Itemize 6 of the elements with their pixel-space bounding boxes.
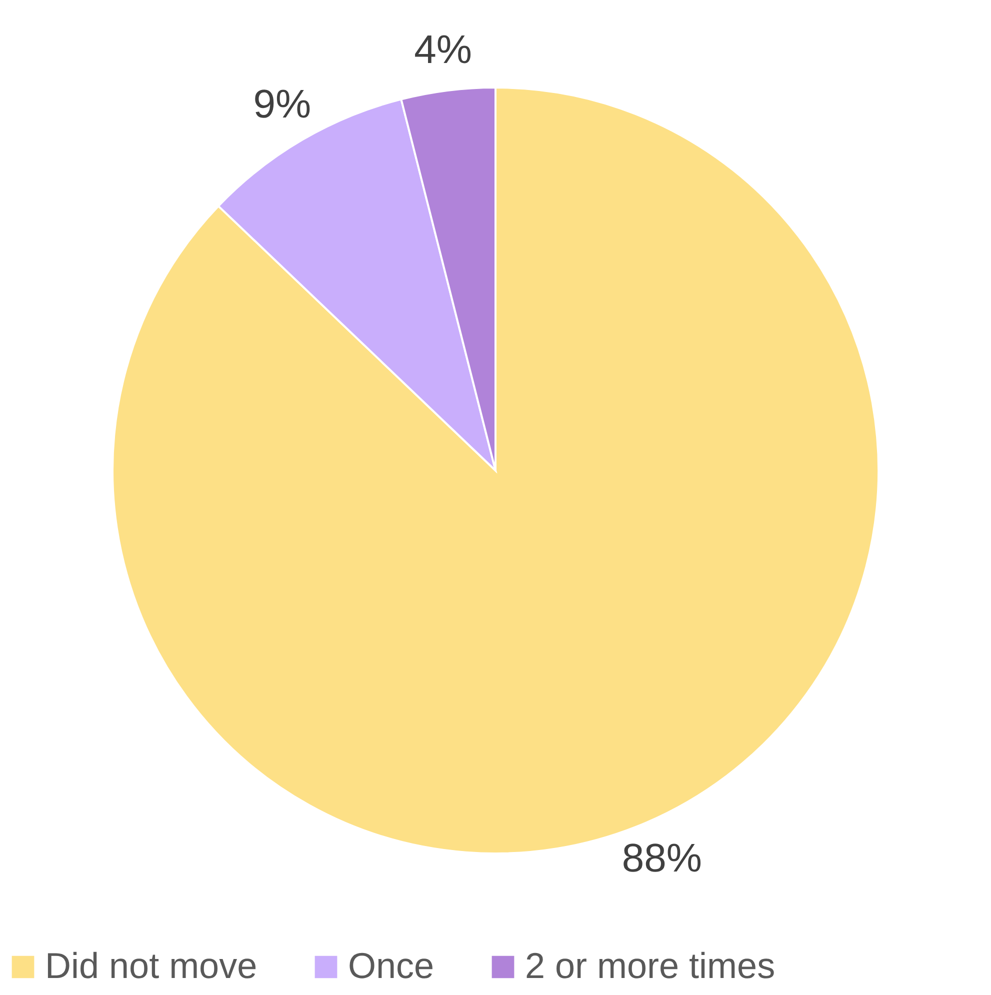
legend-label: Did not move [45,945,258,986]
legend-label: Once [348,945,434,986]
data-label: 9% [253,82,312,126]
data-label: 88% [622,836,702,880]
legend-label: 2 or more times [525,945,776,986]
data-label: 4% [414,28,472,72]
